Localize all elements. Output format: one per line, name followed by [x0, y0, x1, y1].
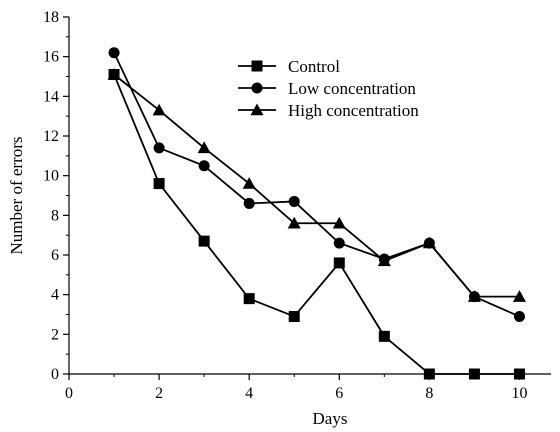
x-tick-label: 2 [155, 385, 163, 402]
data-point [467, 290, 481, 302]
x-tick-label: 4 [245, 385, 253, 402]
legend-item: Low concentration [238, 79, 416, 98]
data-point [107, 68, 121, 80]
data-point [153, 178, 165, 190]
x-tick-label: 0 [65, 385, 73, 402]
y-tick-label: 16 [43, 49, 59, 66]
y-tick-label: 6 [51, 247, 59, 264]
series-triangle [107, 68, 526, 302]
y-axis-label: Number of errors [7, 136, 26, 254]
data-point [288, 195, 300, 207]
legend-marker [251, 82, 263, 94]
series-line [113, 74, 520, 375]
data-point [287, 216, 301, 229]
x-tick-label: 6 [335, 385, 343, 402]
x-axis-label: Days [313, 409, 348, 428]
data-point [243, 197, 255, 209]
data-point [108, 47, 120, 59]
data-point [152, 103, 166, 116]
data-point [513, 310, 525, 322]
data-point [512, 290, 526, 302]
y-tick-label: 12 [43, 128, 59, 145]
data-point [197, 141, 211, 154]
data-point [333, 257, 345, 269]
data-point [332, 216, 346, 229]
legend-item: High concentration [238, 101, 419, 120]
series-layer [107, 47, 526, 380]
y-tick-label: 14 [43, 88, 59, 105]
legend: Control Low concentration High concentrati… [238, 57, 419, 120]
legend-label: Control [288, 57, 340, 76]
y-tick-label: 18 [43, 9, 59, 26]
legend-label: High concentration [288, 101, 419, 120]
data-point [378, 330, 390, 342]
data-point [422, 236, 436, 249]
y-tick-label: 0 [51, 366, 59, 383]
data-point [288, 310, 300, 322]
x-tick-label: 10 [511, 385, 527, 402]
data-point [243, 293, 255, 305]
legend-item: Control [238, 57, 340, 76]
data-point [333, 237, 345, 249]
data-point [153, 142, 165, 154]
legend-marker [251, 60, 263, 72]
legend-label: Low concentration [288, 79, 416, 98]
data-point [377, 254, 391, 267]
y-tick-label: 4 [51, 287, 59, 304]
y-tick-label: 10 [43, 168, 59, 185]
x-tick-label: 8 [425, 385, 433, 402]
axes: 0 2 4 6 8 10 12 14 16 18 0 2 4 6 8 10 [43, 9, 551, 402]
data-point [242, 177, 256, 189]
data-point [423, 368, 435, 380]
y-tick-label: 2 [51, 326, 59, 343]
legend-marker [250, 103, 264, 116]
y-tick-label: 8 [51, 207, 59, 224]
data-point [198, 160, 210, 172]
data-point [468, 368, 480, 380]
series-line [113, 73, 520, 298]
data-point [198, 235, 210, 247]
data-point [513, 368, 525, 380]
